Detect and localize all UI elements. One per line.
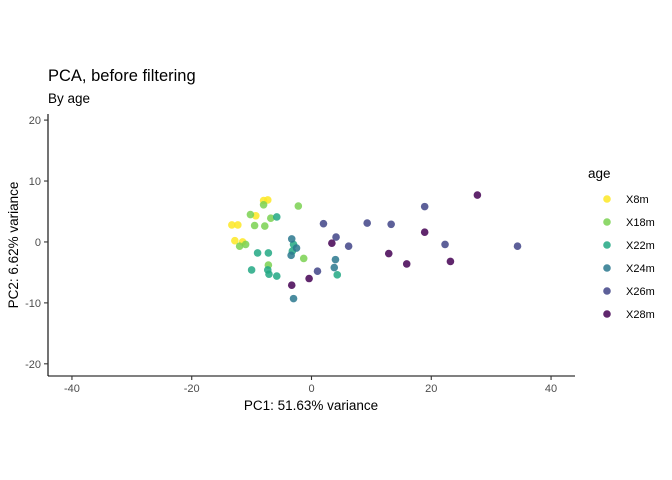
data-point-x18m — [260, 222, 269, 230]
data-point-x18m — [259, 200, 268, 209]
data-point-x28m — [402, 260, 411, 268]
y-tick-label: 10 — [29, 176, 41, 188]
y-tick-label: 20 — [29, 115, 41, 127]
data-point-x28m — [384, 249, 393, 258]
data-point-x8m — [234, 221, 242, 229]
data-point-x28m — [446, 257, 455, 266]
x-tick-label: 0 — [308, 383, 314, 395]
legend-key-x18m — [603, 218, 611, 226]
legend-label: X26m — [626, 286, 655, 298]
x-axis-title: PC1: 51.63% variance — [244, 398, 378, 413]
data-point-x26m — [441, 240, 449, 249]
data-point-x22m — [333, 271, 342, 279]
data-point-x26m — [363, 219, 371, 227]
data-point-x26m — [513, 242, 522, 251]
data-point-x26m — [332, 233, 340, 241]
legend-label: X22m — [626, 240, 655, 252]
y-tick-label: -10 — [25, 298, 41, 310]
x-axis-ticks: -40 -20 0 20 40 — [64, 376, 557, 395]
legend-key-x22m — [603, 241, 611, 249]
data-point-x24m — [287, 251, 295, 260]
data-point-x18m — [266, 214, 275, 222]
data-point-x22m — [265, 270, 273, 279]
legend-key-x28m — [603, 310, 611, 318]
legend: age X8m X18m X22m X24m X26m X28m — [588, 166, 655, 321]
data-point-x18m — [246, 210, 255, 219]
legend-label: X8m — [626, 194, 649, 206]
data-point-x8m — [228, 221, 236, 229]
data-point-x24m — [330, 263, 339, 272]
y-tick-label: -20 — [25, 359, 41, 371]
chart-subtitle: By age — [48, 91, 90, 106]
data-point-x24m — [289, 294, 298, 303]
data-point-x28m — [420, 228, 429, 237]
y-axis-ticks: -20 -10 0 10 20 — [25, 115, 48, 371]
legend-label: X24m — [626, 263, 655, 275]
data-point-x22m — [272, 272, 281, 280]
data-point-x26m — [420, 202, 429, 211]
legend-label: X28m — [626, 309, 655, 321]
legend-key-x8m — [603, 195, 611, 203]
legend-key-x24m — [603, 264, 611, 272]
data-point-x18m — [250, 221, 259, 230]
x-tick-label: 40 — [545, 383, 557, 395]
x-tick-label: -20 — [184, 383, 200, 395]
data-point-x18m — [299, 254, 308, 263]
x-tick-label: -40 — [64, 383, 80, 395]
y-tick-label: 0 — [35, 237, 41, 249]
data-point-x28m — [473, 191, 482, 199]
data-point-x18m — [294, 202, 303, 210]
data-point-x28m — [287, 281, 296, 290]
data-point-x26m — [319, 219, 328, 228]
chart-title: PCA, before filtering — [48, 67, 196, 85]
data-point-x22m — [272, 213, 281, 221]
data-point-x22m — [253, 249, 262, 257]
data-point-x28m — [305, 274, 313, 283]
y-axis-title: PC2: 6.62% variance — [6, 182, 21, 309]
data-point-x26m — [313, 267, 322, 276]
data-point-x26m — [344, 242, 353, 251]
data-point-x18m — [241, 240, 250, 249]
data-point-x24m — [287, 235, 296, 243]
data-point-x22m — [264, 249, 273, 257]
data-point-x24m — [292, 244, 301, 252]
plot-area — [228, 191, 522, 303]
legend-title: age — [588, 166, 611, 181]
data-point-x18m — [235, 242, 244, 251]
legend-label: X18m — [626, 217, 655, 229]
data-point-x28m — [328, 239, 336, 247]
data-point-x26m — [387, 220, 395, 229]
data-point-x24m — [331, 255, 340, 264]
x-tick-label: 20 — [425, 383, 437, 395]
data-point-x8m — [231, 236, 239, 245]
data-point-x22m — [247, 266, 256, 274]
legend-key-x26m — [603, 287, 611, 295]
